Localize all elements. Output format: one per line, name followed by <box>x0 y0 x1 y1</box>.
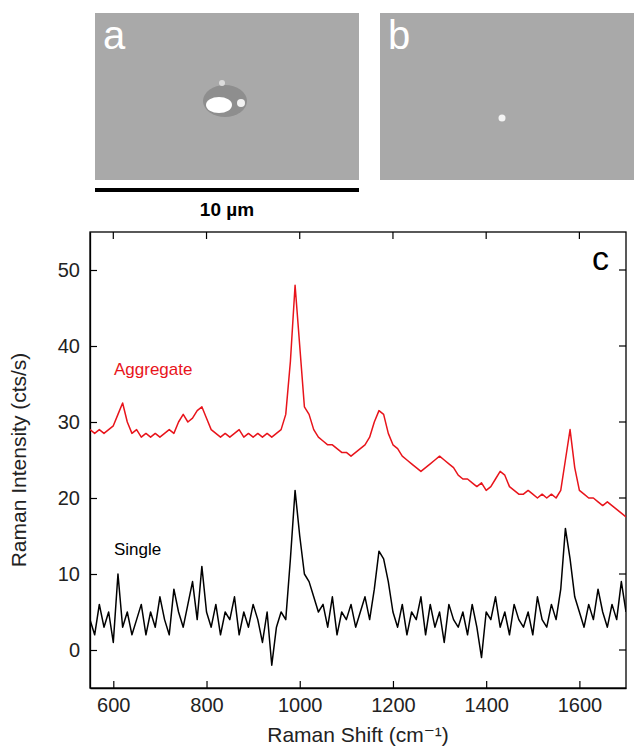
x-tick-label: 800 <box>190 694 223 716</box>
y-tick-label: 30 <box>58 411 80 433</box>
x-axis: 600 800 1000 1200 1400 1600 <box>91 681 627 716</box>
spectrum-line <box>90 285 626 517</box>
y-tick-label: 10 <box>58 563 80 585</box>
x-tick-mark <box>579 681 580 688</box>
y-tick: 0 <box>69 639 97 661</box>
x-tick-label: 1400 <box>464 694 509 716</box>
y-tick-mark-right <box>619 497 626 498</box>
y-tick: 20 <box>58 487 97 509</box>
panel-label: a <box>103 13 126 57</box>
scale-bar <box>95 188 359 192</box>
series-label: Aggregate <box>114 360 192 379</box>
image-background <box>380 13 634 180</box>
x-tick-mark <box>486 681 487 688</box>
y-tick: 40 <box>58 335 97 357</box>
y-tick-label: 20 <box>58 487 80 509</box>
y-tick-label: 50 <box>58 259 80 281</box>
figure: a b 10 µm 600 800 1000 1200 1400 1600 0 10 20 30 40 50… <box>0 0 639 753</box>
series-label: Single <box>114 540 161 559</box>
x-tick-mark-top <box>206 232 207 239</box>
y-tick: 50 <box>58 259 97 281</box>
plot-lines <box>90 285 626 665</box>
particle-single <box>499 115 506 122</box>
particle-small <box>219 80 225 86</box>
x-tick: 1000 <box>278 681 323 716</box>
panel-label: c <box>592 239 609 277</box>
y-tick-mark <box>90 650 97 651</box>
scale-bar-label: 10 µm <box>200 199 254 220</box>
y-tick-mark <box>90 422 97 423</box>
y-tick-mark-right <box>619 269 626 270</box>
spectrum-line <box>90 490 626 665</box>
y-tick-mark-right <box>619 421 626 422</box>
image-panel: a <box>95 13 359 180</box>
x-tick-mark <box>300 681 301 688</box>
x-tick: 1400 <box>464 681 509 716</box>
x-tick-mark-top <box>392 232 393 239</box>
plot-frame <box>90 232 626 688</box>
y-tick-label: 40 <box>58 335 80 357</box>
x-tick: 1200 <box>371 681 416 716</box>
x-tick-mark <box>393 681 394 688</box>
y-tick-mark-right <box>619 649 626 650</box>
image-background <box>95 13 359 180</box>
y-tick-mark <box>90 270 97 271</box>
x-axis-line <box>91 688 627 689</box>
x-tick-mark-top <box>299 232 300 239</box>
x-tick-label: 1000 <box>278 694 323 716</box>
x-tick-label: 600 <box>97 694 130 716</box>
y-axis: 0 10 20 30 40 50 <box>58 233 97 689</box>
x-tick-mark <box>113 681 114 688</box>
x-tick-label: 1600 <box>558 694 603 716</box>
image-panel: b <box>380 13 634 180</box>
x-tick-mark <box>206 681 207 688</box>
x-tick-label: 1200 <box>371 694 416 716</box>
x-axis-title: Raman Shift (cm⁻¹) <box>267 723 448 746</box>
x-tick: 800 <box>190 681 223 716</box>
x-tick-mark-top <box>113 232 114 239</box>
y-tick-mark-right <box>619 573 626 574</box>
y-tick-mark <box>90 498 97 499</box>
particle-aggregate <box>206 97 232 113</box>
particle-shadow <box>203 85 247 117</box>
x-tick: 600 <box>97 681 130 716</box>
x-tick: 1600 <box>558 681 603 716</box>
particle-small <box>237 99 245 107</box>
y-axis-title: Raman Intensity (cts/s) <box>7 353 30 568</box>
x-tick-mark-top <box>579 232 580 239</box>
x-tick-mark-top <box>486 232 487 239</box>
y-tick: 10 <box>58 563 97 585</box>
y-tick-mark <box>90 574 97 575</box>
y-tick-label: 0 <box>69 639 80 661</box>
panel-label: b <box>388 13 410 57</box>
y-tick-mark-right <box>619 345 626 346</box>
y-tick-mark <box>90 346 97 347</box>
